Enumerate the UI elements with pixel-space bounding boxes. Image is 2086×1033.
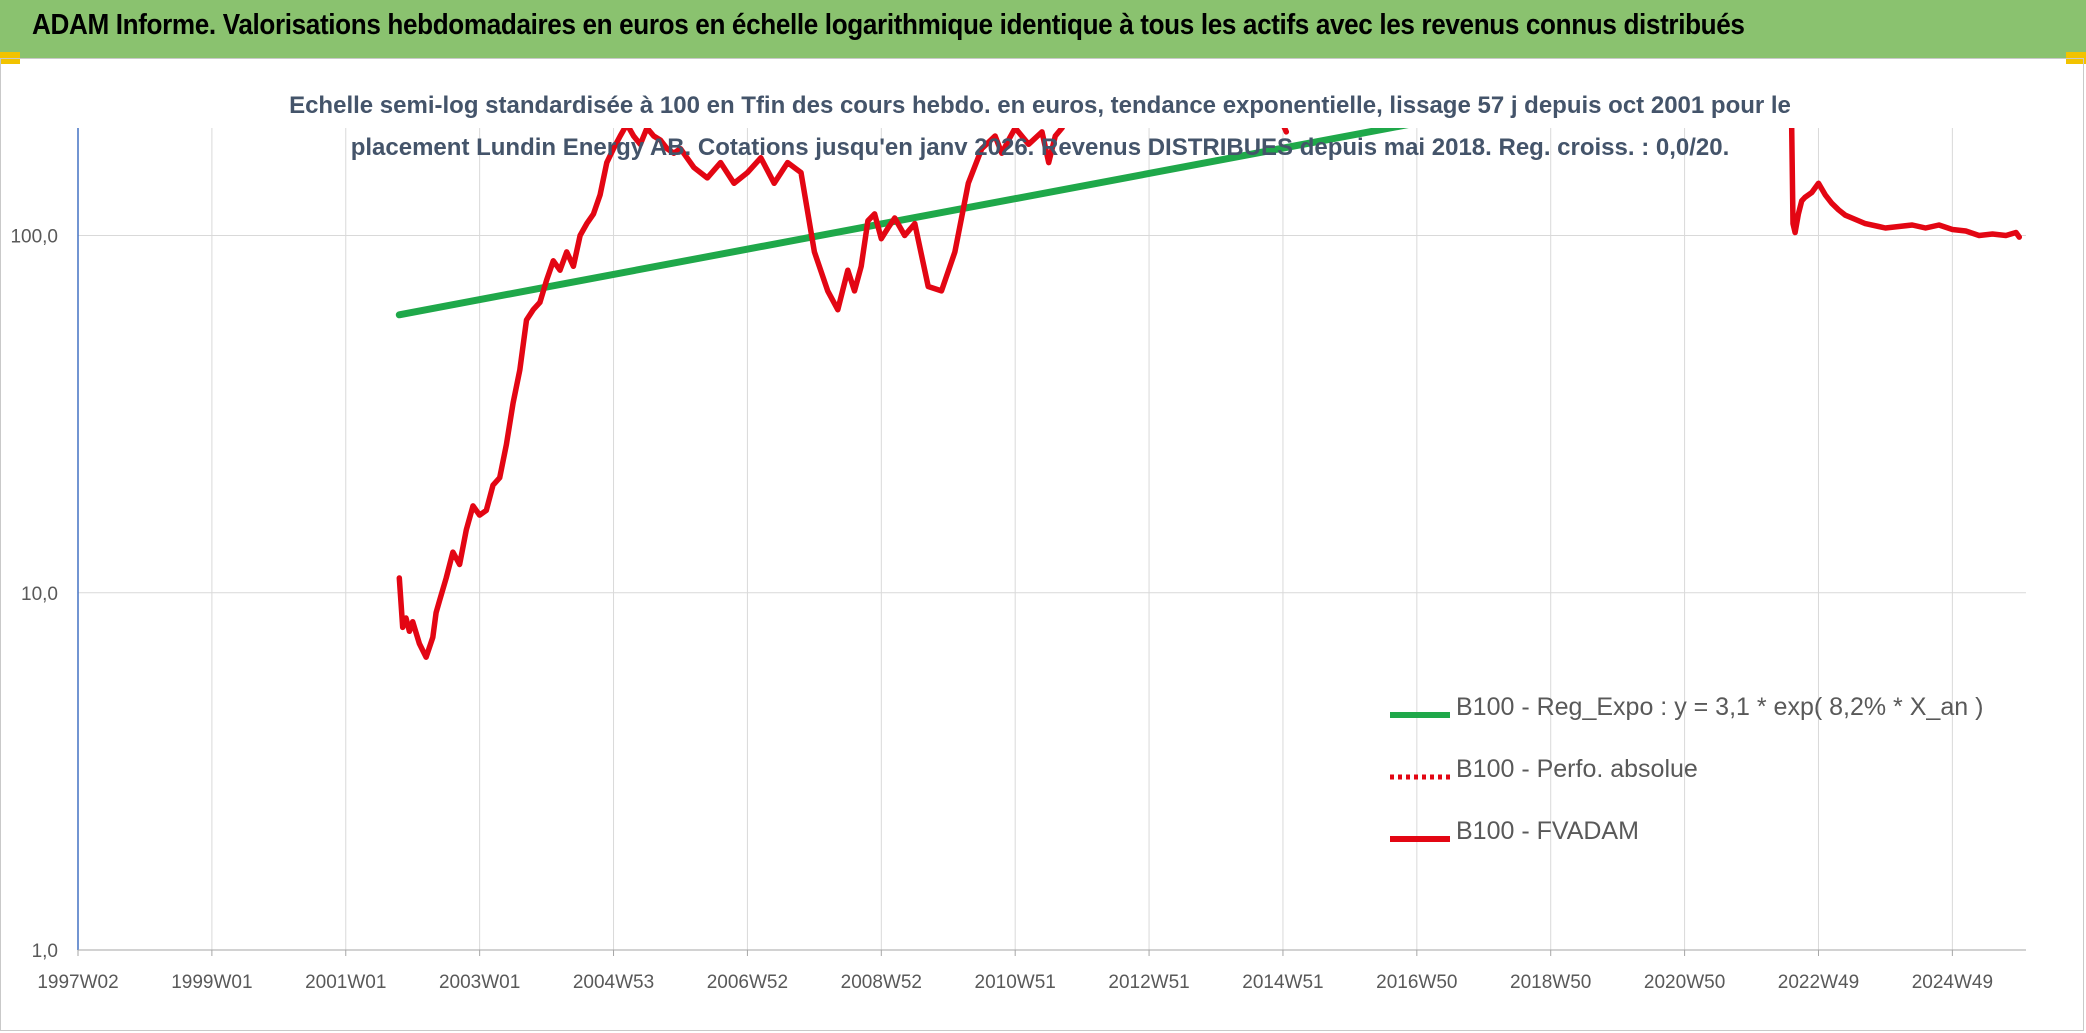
x-tick-label: 2008W52 <box>841 972 922 993</box>
x-tick-label: 2024W49 <box>1912 972 1993 993</box>
x-tick-label: 2006W52 <box>707 972 788 993</box>
series-line-fvadam-2 <box>1788 128 2023 240</box>
chart-title-line1: Echelle semi-log standardisée à 100 en T… <box>289 92 1791 119</box>
x-tick-label: 2012W51 <box>1108 972 1189 993</box>
chart-title-line2: placement Lundin Energy AB. Cotations ju… <box>350 134 1730 161</box>
x-tick-label: 2001W01 <box>305 972 386 993</box>
x-tick-label: 1997W02 <box>37 972 118 993</box>
legend-label-fvadam: B100 - FVADAM <box>1456 817 1639 845</box>
legend-label-perfo: B100 - Perfo. absolue <box>1456 755 1698 783</box>
x-tick-label: 2018W50 <box>1510 972 1591 993</box>
x-tick-label: 2014W51 <box>1242 972 1323 993</box>
x-tick-label: 2016W50 <box>1376 972 1457 993</box>
legend-swatch-regression <box>1390 712 1450 718</box>
legend-swatch-fvadam <box>1390 836 1450 842</box>
x-tick-label: 2004W53 <box>573 972 654 993</box>
x-tick-label: 2003W01 <box>439 972 520 993</box>
x-tick-label: 2020W50 <box>1644 972 1725 993</box>
series-line-fvadam-0 <box>396 128 1066 660</box>
legend-label-regression: B100 - Reg_Expo : y = 3,1 * exp( 8,2% * … <box>1456 693 1984 721</box>
title-banner: ADAM Informe. Valorisations hebdomadaire… <box>0 0 2086 58</box>
page-title: ADAM Informe. Valorisations hebdomadaire… <box>32 9 1745 41</box>
x-tick-label: 1999W01 <box>171 972 252 993</box>
x-tick-label: 2022W49 <box>1778 972 1859 993</box>
y-tick-label: 10,0 <box>21 584 58 605</box>
y-tick-label: 1,0 <box>32 941 58 962</box>
y-tick-label: 100,0 <box>10 227 58 248</box>
series-line-fvadam-1 <box>1281 128 1290 135</box>
series-group <box>395 128 2023 660</box>
chart-frame <box>0 58 2084 1031</box>
x-tick-label: 2010W51 <box>975 972 1056 993</box>
regression-line <box>395 128 1409 319</box>
legend-swatch-perfo <box>1390 774 1450 780</box>
